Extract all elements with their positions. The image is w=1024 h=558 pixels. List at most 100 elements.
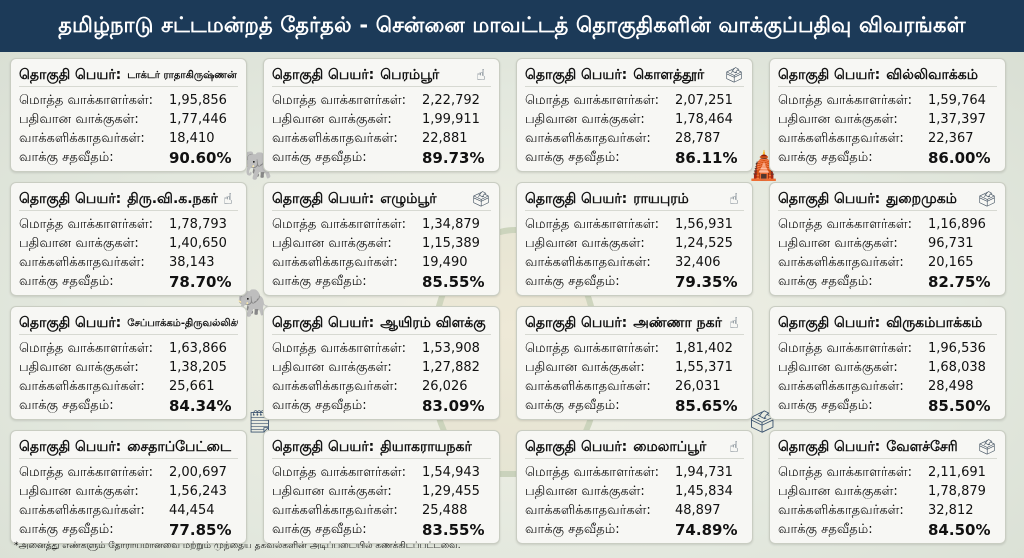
ballot-box-icon: 🗳 (977, 438, 997, 456)
name-prefix-label: தொகுதி பெயர்: (525, 314, 628, 331)
page-title: தமிழ்நாடு சட்டமன்றத் தேர்தல் - சென்னை மா… (58, 12, 966, 37)
constituency-name-value: வேளச்சேரி (886, 438, 958, 455)
finger-icon: ☝ (476, 66, 486, 84)
turnout-percent-row-value: 77.85% (169, 520, 232, 539)
constituency-card: தொகுதி பெயர்: வேளச்சேரி மொத்த வாக்காளர்கள்… (769, 430, 1006, 544)
polled-votes-row-label: பதிவான வாக்குகள்: (272, 111, 392, 127)
not-voted-row-value: 32,812 (928, 503, 974, 518)
not-voted-row-value: 20,165 (928, 255, 974, 270)
polled-votes-row: பதிவான வாக்குகள்: 1,27,882 (272, 358, 491, 377)
total-voters-row-value: 1,94,731 (675, 465, 733, 480)
not-voted-row-label: வாக்களிக்காதவர்கள்: (778, 130, 904, 146)
not-voted-row-value: 26,031 (675, 379, 721, 394)
turnout-percent-row-value: 90.60% (169, 148, 232, 167)
total-voters-row: மொத்த வாக்காளர்கள்: 1,94,731 (525, 463, 744, 482)
turnout-percent-row: வாக்கு சதவீதம்: 77.85% (19, 520, 238, 539)
constituency-name: தொகுதி பெயர்: ஆயிரம் விளக்கு (272, 313, 491, 335)
turnout-percent-row-label: வாக்கு சதவீதம்: (272, 149, 367, 165)
constituency-name-value: மைலாப்பூர் (633, 438, 707, 455)
constituency-name: தொகுதி பெயர்: சேப்பாக்கம்-திருவல்லிக்கேணி (19, 313, 238, 335)
turnout-percent-row-label: வாக்கு சதவீதம்: (778, 273, 873, 289)
constituency-card: தொகுதி பெயர்: தியாகராயநகர் மொத்த வாக்காளர்… (263, 430, 500, 544)
total-voters-row: மொத்த வாக்காளர்கள்: 1,96,536 (778, 339, 997, 358)
finger-icon: ☝ (729, 438, 739, 456)
turnout-percent-row: வாக்கு சதவீதம்: 85.55% (272, 272, 491, 291)
turnout-percent-row-value: 84.50% (928, 520, 991, 539)
turnout-percent-row: வாக்கு சதவீதம்: 79.35% (525, 272, 744, 291)
polled-votes-row-label: பதிவான வாக்குகள்: (525, 111, 645, 127)
polled-votes-row-label: பதிவான வாக்குகள்: (525, 359, 645, 375)
ballot-box-icon: 🗳 (977, 190, 997, 208)
total-voters-row-value: 1,96,536 (928, 341, 986, 356)
total-voters-row: மொத்த வாக்காளர்கள்: 2,00,697 (19, 463, 238, 482)
polled-votes-row: பதிவான வாக்குகள்: 1,38,205 (19, 358, 238, 377)
constituency-name: தொகுதி பெயர்: வேளச்சேரி (778, 437, 997, 459)
not-voted-row-label: வாக்களிக்காதவர்கள்: (19, 378, 145, 394)
not-voted-row: வாக்களிக்காதவர்கள்: 19,490 (272, 253, 491, 272)
constituency-card: தொகுதி பெயர்: ஆயிரம் விளக்கு மொத்த வாக்காள… (263, 306, 500, 420)
not-voted-row-label: வாக்களிக்காதவர்கள்: (778, 502, 904, 518)
constituency-card: தொகுதி பெயர்: விருகம்பாக்கம் மொத்த வாக்காள… (769, 306, 1006, 420)
polled-votes-row: பதிவான வாக்குகள்: 96,731 (778, 234, 997, 253)
total-voters-row-label: மொத்த வாக்காளர்கள்: (19, 92, 154, 108)
total-voters-row-label: மொத்த வாக்காளர்கள்: (272, 92, 407, 108)
constituency-name-value: ராயபுரம் (633, 190, 689, 207)
turnout-percent-row: வாக்கு சதவீதம்: 74.89% (525, 520, 744, 539)
finger-icon: ☝ (729, 190, 739, 208)
turnout-percent-row-value: 79.35% (675, 272, 738, 291)
name-prefix-label: தொகுதி பெயர்: (778, 66, 881, 83)
not-voted-row: வாக்களிக்காதவர்கள்: 26,031 (525, 377, 744, 396)
turnout-percent-row: வாக்கு சதவீதம்: 83.55% (272, 520, 491, 539)
polled-votes-row-value: 1,55,371 (675, 360, 733, 375)
not-voted-row: வாக்களிக்காதவர்கள்: 28,498 (778, 377, 997, 396)
turnout-percent-row: வாக்கு சதவீதம்: 85.50% (778, 396, 997, 415)
polled-votes-row-label: பதிவான வாக்குகள்: (272, 483, 392, 499)
turnout-percent-row-label: வாக்கு சதவீதம்: (19, 397, 114, 413)
polled-votes-row-value: 1,37,397 (928, 112, 986, 127)
polled-votes-row: பதிவான வாக்குகள்: 1,77,446 (19, 110, 238, 129)
turnout-percent-row-label: வாக்கு சதவீதம்: (19, 273, 114, 289)
total-voters-row: மொத்த வாக்காளர்கள்: 2,22,792 (272, 91, 491, 110)
constituency-name-value: வில்லிவாக்கம் (886, 66, 978, 83)
total-voters-row-label: மொத்த வாக்காளர்கள்: (525, 340, 660, 356)
constituency-name-value: ஆயிரம் விளக்கு (380, 314, 486, 331)
constituency-grid: தொகுதி பெயர்: டாக்டர் ராதாகிருஷ்ணன் நகர் ம… (10, 58, 1006, 544)
polled-votes-row-value: 1,15,389 (422, 236, 480, 251)
total-voters-row: மொத்த வாக்காளர்கள்: 1,95,856 (19, 91, 238, 110)
not-voted-row-label: வாக்களிக்காதவர்கள்: (525, 130, 651, 146)
total-voters-row-value: 1,81,402 (675, 341, 733, 356)
constituency-name-value: துறைமுகம் (886, 190, 957, 207)
not-voted-row-label: வாக்களிக்காதவர்கள்: (19, 254, 145, 270)
total-voters-row-value: 1,34,879 (422, 217, 480, 232)
name-prefix-label: தொகுதி பெயர்: (525, 438, 628, 455)
turnout-percent-row-value: 74.89% (675, 520, 738, 539)
polled-votes-row-label: பதிவான வாக்குகள்: (19, 111, 139, 127)
polled-votes-row-label: பதிவான வாக்குகள்: (19, 483, 139, 499)
total-voters-row: மொத்த வாக்காளர்கள்: 1,16,896 (778, 215, 997, 234)
not-voted-row-value: 22,367 (928, 131, 974, 146)
turnout-percent-row: வாக்கு சதவீதம்: 85.65% (525, 396, 744, 415)
polled-votes-row-label: பதிவான வாக்குகள்: (525, 235, 645, 251)
constituency-card: தொகுதி பெயர்: டாக்டர் ராதாகிருஷ்ணன் நகர் ம… (10, 58, 247, 172)
constituency-name: தொகுதி பெயர்: டாக்டர் ராதாகிருஷ்ணன் நகர் (19, 65, 238, 87)
polled-votes-row-label: பதிவான வாக்குகள்: (778, 359, 898, 375)
constituency-card: தொகுதி பெயர்: துறைமுகம் மொத்த வாக்காளர்கள்… (769, 182, 1006, 296)
not-voted-row-value: 32,406 (675, 255, 721, 270)
constituency-card: தொகுதி பெயர்: திரு.வி.க.நகர் மொத்த வாக்காள… (10, 182, 247, 296)
constituency-name: தொகுதி பெயர்: ராயபுரம் (525, 189, 744, 211)
finger-icon: ☝ (223, 190, 233, 208)
polled-votes-row: பதிவான வாக்குகள்: 1,56,243 (19, 482, 238, 501)
polled-votes-row-value: 1,38,205 (169, 360, 227, 375)
not-voted-row-value: 48,897 (675, 503, 721, 518)
polled-votes-row-label: பதிவான வாக்குகள்: (778, 235, 898, 251)
polled-votes-row-value: 1,78,879 (928, 484, 986, 499)
turnout-percent-row-value: 84.34% (169, 396, 232, 415)
total-voters-row-label: மொத்த வாக்காளர்கள்: (272, 216, 407, 232)
total-voters-row-label: மொத்த வாக்காளர்கள்: (272, 464, 407, 480)
turnout-percent-row-label: வாக்கு சதவீதம்: (778, 521, 873, 537)
not-voted-row-value: 26,026 (422, 379, 468, 394)
total-voters-row-value: 1,63,866 (169, 341, 227, 356)
not-voted-row: வாக்களிக்காதவர்கள்: 38,143 (19, 253, 238, 272)
not-voted-row: வாக்களிக்காதவர்கள்: 44,454 (19, 501, 238, 520)
not-voted-row-value: 44,454 (169, 503, 215, 518)
